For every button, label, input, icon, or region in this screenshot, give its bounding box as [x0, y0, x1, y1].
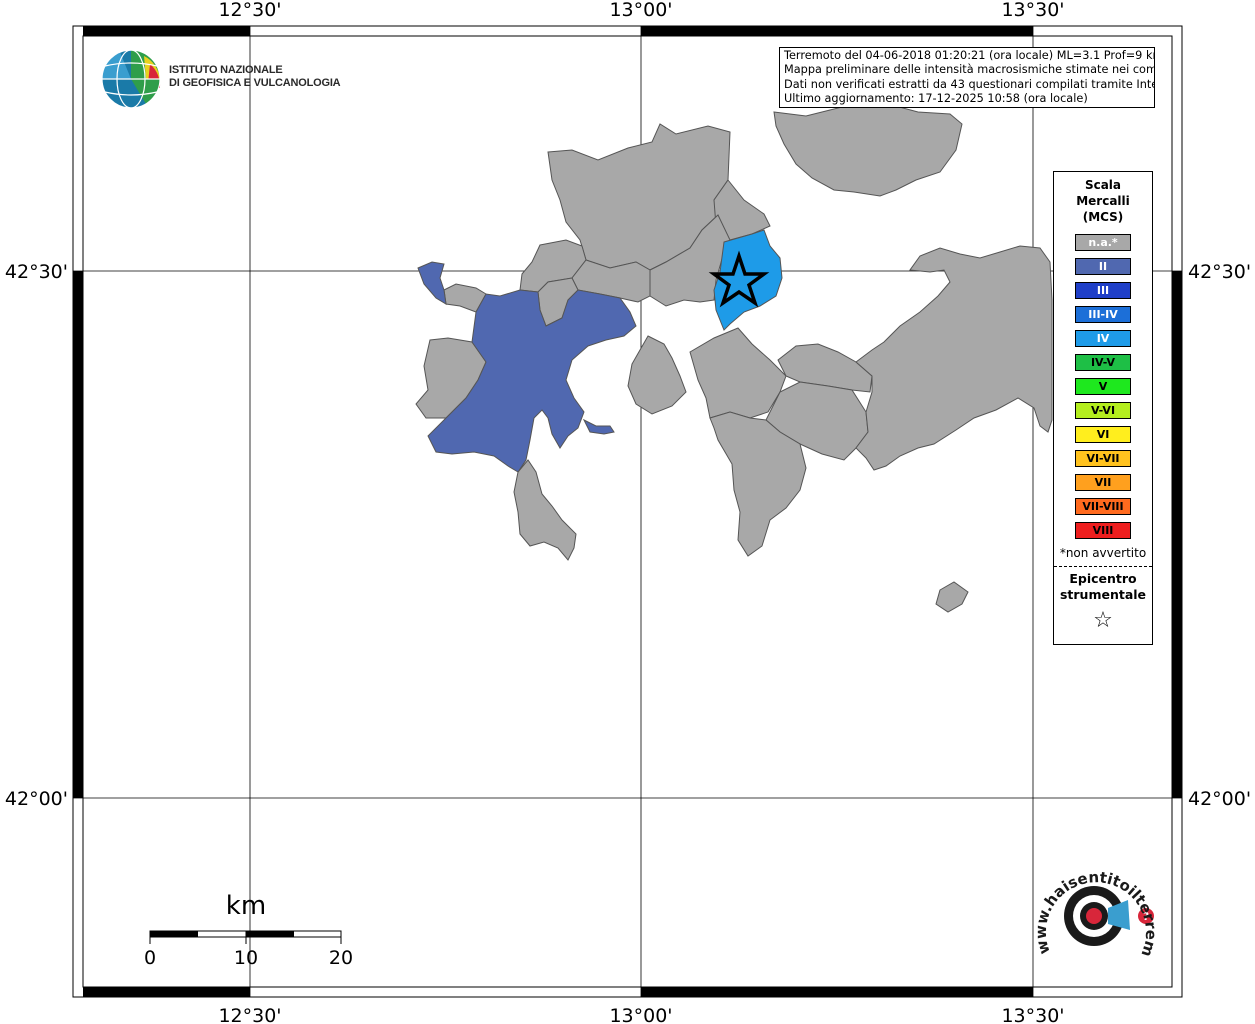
- comune-intensity-ii-west: [417, 261, 447, 305]
- lat-label-left-1: 42°30': [5, 261, 68, 283]
- legend-item-12: VIII: [1075, 522, 1131, 539]
- haisentito-logo-graphic: ? www.haisentitoilterremoto.it: [1025, 844, 1160, 959]
- legend-item-2: III: [1075, 282, 1131, 299]
- legend-items: n.a.* II III III-IV IV IV-V V V-VI VI VI-VII VII VI…: [1054, 234, 1152, 539]
- comune-south-1: [689, 327, 787, 419]
- legend-title-line1: Scala: [1084, 178, 1122, 192]
- ingv-name-line1: ISTITUTO NAZIONALE: [169, 64, 283, 76]
- comune-intensity-ii-tail: [582, 418, 615, 435]
- lat-label-right-2: 42°00': [1188, 788, 1251, 810]
- lon-label-top-3: 13°30': [1001, 0, 1064, 21]
- legend-epicentre-line2: strumentale: [1059, 587, 1147, 602]
- frame-ticks: [73, 26, 1182, 997]
- legend-item-5: IV-V: [1075, 354, 1131, 371]
- legend-item-6: V: [1075, 378, 1131, 395]
- legend-item-11: VII-VIII: [1075, 498, 1131, 515]
- legend-title-line3: (MCS): [1082, 210, 1124, 224]
- event-info-line4: Ultimo aggiornamento: 17-12-2025 10:58 (…: [784, 91, 1088, 105]
- legend-epicentre-line1: Epicentro: [1069, 571, 1137, 586]
- comune-intensity-iv: [713, 229, 783, 331]
- epicentre-star: [708, 250, 770, 308]
- haisentito-logo: ? www.haisentitoilterremoto.it: [1025, 844, 1160, 978]
- comune-east: [855, 245, 1053, 471]
- legend-epicentre-label: Epicentro strumentale: [1054, 571, 1152, 603]
- comune-intensity-ii-main: [427, 289, 637, 473]
- intensity-legend: Scala Mercalli (MCS) n.a.* II III III-IV IV I…: [1053, 171, 1153, 645]
- tick-labels: 12°30' 13°00' 13°30' 12°30' 13°00' 13°30…: [5, 0, 1251, 1024]
- scale-label-20: 20: [329, 947, 353, 969]
- comune-south-4: [709, 411, 807, 557]
- comune-center-lake: [627, 335, 687, 415]
- municipalities: [415, 103, 1053, 613]
- scale-unit: km: [226, 891, 266, 921]
- lon-label-bottom-2: 13°00': [609, 1005, 672, 1024]
- comune-south-2: [777, 343, 873, 393]
- lat-label-right-1: 42°30': [1188, 261, 1251, 283]
- scale-label-0: 0: [144, 947, 156, 969]
- svg-text:?: ?: [1143, 910, 1149, 923]
- ingv-globe-icon: [101, 49, 161, 109]
- event-info-line1: Terremoto del 04-06-2018 01:20:21 (ora l…: [784, 49, 1155, 62]
- scale-label-10: 10: [234, 947, 258, 969]
- event-info-line2: Mappa preliminare delle intensità macros…: [784, 63, 1155, 77]
- lon-label-top-2: 13°00': [609, 0, 672, 21]
- legend-item-8: VI: [1075, 426, 1131, 443]
- event-info-box: Terremoto del 04-06-2018 01:20:21 (ora l…: [779, 47, 1155, 108]
- legend-item-10: VII: [1075, 474, 1131, 491]
- ingv-logo: [100, 48, 320, 110]
- legend-item-3: III-IV: [1075, 306, 1131, 323]
- legend-separator: [1054, 566, 1152, 567]
- lon-label-bottom-3: 13°30': [1001, 1005, 1064, 1024]
- legend-item-1: II: [1075, 258, 1131, 275]
- legend-star-icon: ☆: [1093, 608, 1113, 633]
- comune-south-west: [513, 459, 577, 561]
- legend-item-7: V-VI: [1075, 402, 1131, 419]
- legend-item-4: IV: [1075, 330, 1131, 347]
- legend-note: *non avvertito: [1059, 546, 1147, 560]
- comune-small-south-east: [935, 581, 969, 613]
- ingv-name-line2: DI GEOFISICA E VULCANOLOGIA: [169, 77, 341, 89]
- lon-label-top-1: 12°30': [218, 0, 281, 21]
- legend-item-9: VI-VII: [1075, 450, 1131, 467]
- lon-label-bottom-1: 12°30': [218, 1005, 281, 1024]
- scale-bar: km 0 10 20: [144, 891, 353, 969]
- legend-title: Scala Mercalli (MCS): [1054, 177, 1152, 225]
- lat-label-left-2: 42°00': [5, 788, 68, 810]
- ingv-name: ISTITUTO NAZIONALE DI GEOFISICA E VULCAN…: [169, 64, 341, 90]
- event-info-line3: Dati non verificati estratti da 43 quest…: [784, 77, 1155, 91]
- comune-center-north: [649, 214, 731, 307]
- legend-item-0: n.a.*: [1075, 234, 1131, 251]
- legend-title-line2: Mercalli: [1076, 194, 1130, 208]
